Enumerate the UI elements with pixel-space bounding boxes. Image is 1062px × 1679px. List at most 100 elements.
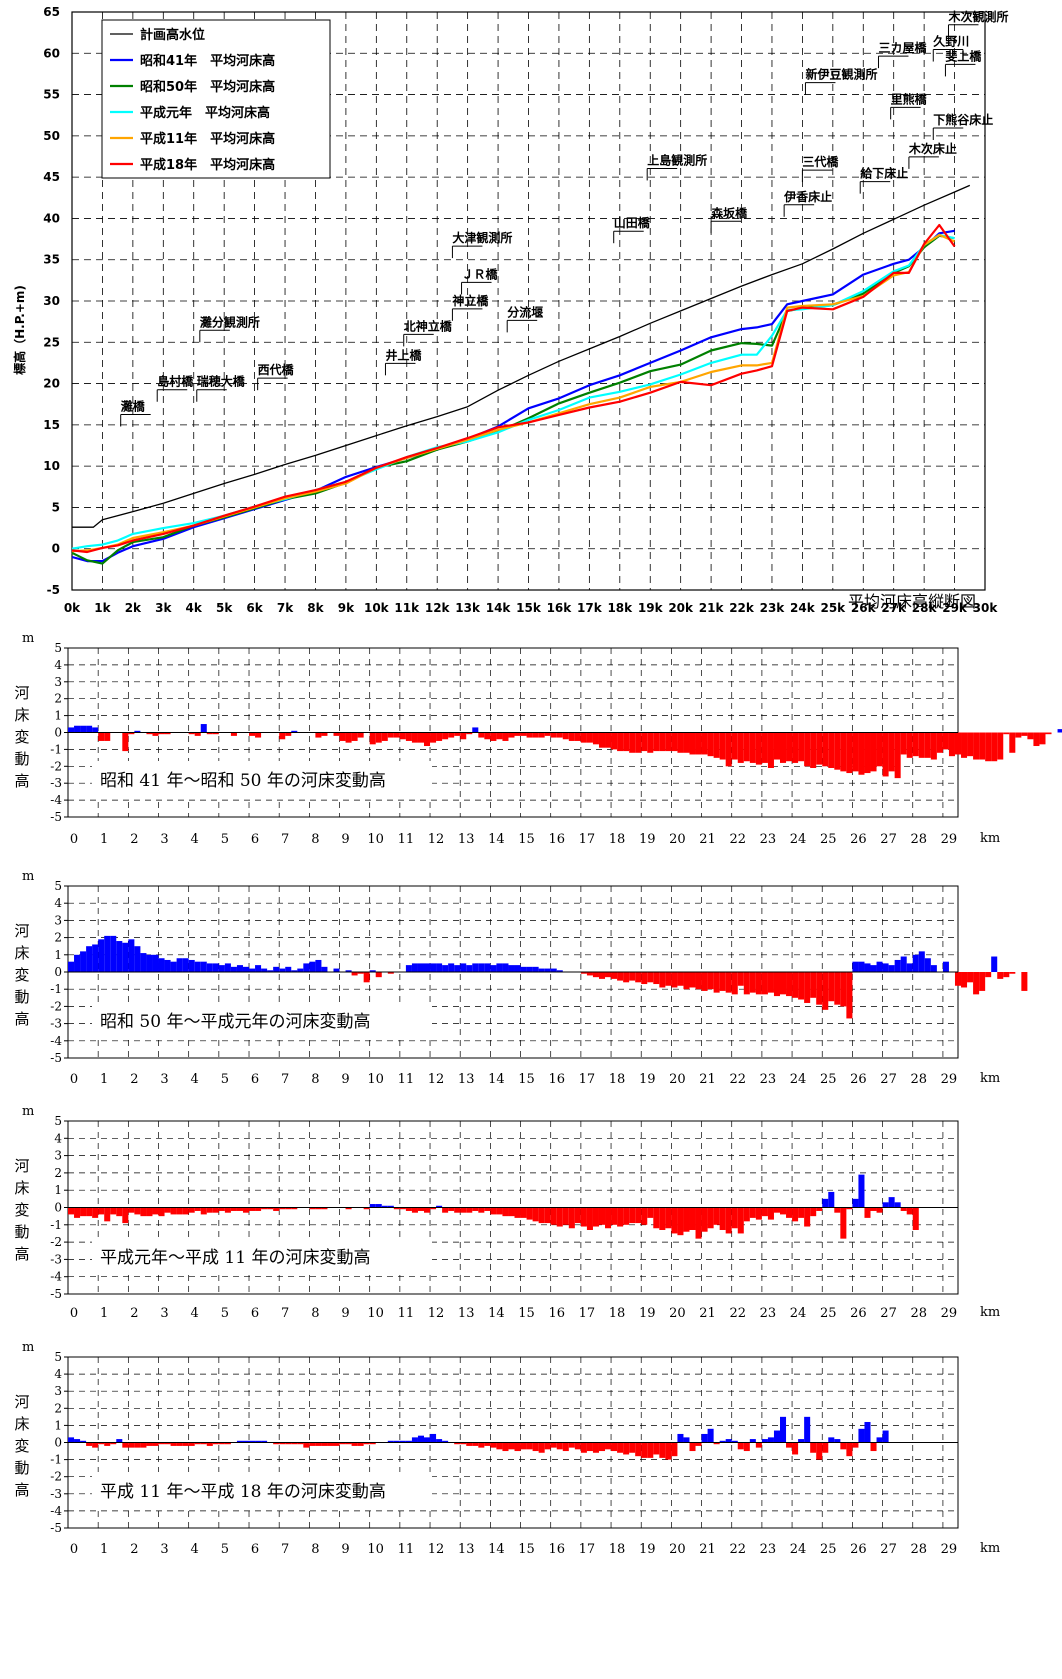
main-x-tick-label: 7k bbox=[277, 601, 294, 615]
annotation-label: 灘分観測所 bbox=[200, 314, 260, 329]
bar-unit-label: m bbox=[22, 1340, 34, 1355]
bar-mark bbox=[164, 1207, 171, 1213]
bar-x-tick-label: 1 bbox=[100, 832, 108, 847]
main-y-tick-label: 60 bbox=[43, 46, 60, 60]
bar-x-tick-label: 24 bbox=[790, 832, 807, 847]
bar-title-background bbox=[92, 761, 432, 797]
bar-mark bbox=[780, 732, 787, 763]
bar-y-tick-label: -2 bbox=[50, 759, 62, 773]
bar-mark bbox=[104, 1442, 111, 1446]
bar-mark bbox=[448, 963, 455, 972]
bar-mark bbox=[80, 1207, 87, 1217]
main-y-tick-label: 40 bbox=[43, 211, 60, 225]
bar-mark bbox=[152, 1442, 159, 1446]
bar-mark bbox=[858, 1428, 865, 1443]
bar-mark bbox=[876, 1207, 883, 1213]
bar-mark bbox=[206, 1207, 213, 1213]
bar-mark bbox=[74, 725, 81, 733]
bar-y-axis-label-char: 高 bbox=[14, 1245, 29, 1263]
main-x-tick-label: 28k bbox=[912, 601, 938, 615]
bar-mark bbox=[707, 732, 714, 757]
bar-panel-title: 平成元年～平成 11 年の河床変動高 bbox=[100, 1248, 370, 1268]
bar-mark bbox=[538, 1207, 545, 1224]
bar-mark bbox=[212, 963, 219, 972]
bar-mark bbox=[188, 732, 195, 735]
bar-mark bbox=[840, 1442, 847, 1450]
bar-y-tick-label: -1 bbox=[50, 1453, 62, 1467]
bar-mark bbox=[840, 1207, 847, 1239]
bar-mark bbox=[635, 1207, 642, 1224]
main-x-tick-label: 10k bbox=[364, 601, 390, 615]
bar-mark bbox=[218, 965, 225, 972]
bar-x-tick-label: 29 bbox=[941, 1306, 958, 1321]
bar-y-tick-label: -3 bbox=[50, 1487, 62, 1501]
bar-x-tick-label: 23 bbox=[760, 1072, 777, 1087]
bar-mark bbox=[436, 963, 443, 972]
main-y-tick-label: 30 bbox=[43, 294, 60, 308]
bar-mark bbox=[279, 732, 286, 740]
bar-y-tick-label: 3 bbox=[54, 1149, 62, 1163]
bar-mark bbox=[520, 966, 527, 972]
bar-mark bbox=[695, 1207, 702, 1239]
bar-x-tick-label: 15 bbox=[518, 1306, 535, 1321]
bar-mark bbox=[713, 1442, 720, 1445]
bar-x-tick-label: 22 bbox=[729, 1542, 746, 1557]
bar-mark bbox=[623, 1207, 630, 1225]
bar-mark bbox=[436, 732, 443, 741]
bar-mark bbox=[924, 958, 931, 972]
bar-y-axis-label-char: 変 bbox=[14, 966, 29, 984]
bar-mark bbox=[309, 961, 316, 972]
bar-mark bbox=[954, 972, 962, 986]
bar-mark bbox=[472, 1207, 479, 1211]
bar-mark bbox=[134, 730, 141, 733]
bar-y-tick-label: 2 bbox=[54, 931, 62, 945]
bar-unit-label: m bbox=[22, 1104, 34, 1119]
bar-mark bbox=[496, 963, 503, 972]
bar-mark bbox=[737, 1207, 744, 1234]
bar-mark bbox=[761, 1207, 768, 1217]
bar-mark bbox=[140, 1207, 147, 1217]
bar-mark bbox=[870, 1207, 877, 1211]
bar-mark bbox=[333, 968, 340, 972]
bar-x-tick-label: 7 bbox=[281, 1072, 289, 1087]
bar-x-tick-label: 2 bbox=[130, 1072, 138, 1087]
bar-mark bbox=[387, 1440, 394, 1443]
bar-x-tick-label: 15 bbox=[518, 1542, 535, 1557]
legend-box bbox=[101, 19, 331, 179]
bar-mark bbox=[936, 732, 943, 753]
bar-x-tick-label: 11 bbox=[398, 1306, 415, 1321]
bar-mark bbox=[592, 1207, 599, 1227]
annotation-label: 下熊谷床止 bbox=[933, 112, 993, 127]
bar-mark bbox=[387, 972, 394, 974]
bar-panel-title: 昭和 50 年～平成元年の河床変動高 bbox=[100, 1012, 370, 1032]
bar-mark bbox=[773, 732, 780, 760]
bar-mark bbox=[285, 1207, 292, 1210]
bar-mark bbox=[405, 732, 412, 741]
bar-y-tick-label: 1 bbox=[54, 1183, 62, 1197]
bar-mark bbox=[375, 972, 382, 978]
main-longitudinal-chart: 0k 1k 2k 3k 4k 5k 6k 7k 8k 9k 10k 11k 12k 13k 14k 15k 16… bbox=[12, 5, 1008, 615]
bar-y-axis-label-char: 変 bbox=[14, 1437, 29, 1455]
bar-mark bbox=[834, 1439, 841, 1443]
bar-y-tick-label: 3 bbox=[54, 1384, 62, 1398]
bar-mark bbox=[261, 1440, 268, 1443]
bar-x-tick-label: 21 bbox=[699, 832, 716, 847]
main-x-tick-label: 3k bbox=[155, 601, 172, 615]
bar-mark bbox=[430, 732, 437, 743]
bar-x-tick-label: 5 bbox=[221, 1542, 229, 1557]
bar-mark bbox=[598, 1442, 606, 1452]
bar-mark bbox=[417, 1435, 424, 1443]
bar-mark bbox=[888, 732, 895, 772]
bar-x-tick-label: 6 bbox=[251, 832, 259, 847]
bar-mark bbox=[164, 1442, 171, 1445]
bar-x-tick-label: 3 bbox=[160, 1306, 168, 1321]
bar-y-tick-label: 1 bbox=[54, 1418, 62, 1432]
bar-mark bbox=[291, 970, 298, 972]
bar-mark bbox=[671, 1442, 678, 1457]
bar-y-axis-label-char: 河 bbox=[14, 922, 29, 940]
bar-mark bbox=[146, 1442, 153, 1446]
bar-mark bbox=[502, 732, 509, 741]
bar-x-tick-label: 14 bbox=[488, 1542, 505, 1557]
bar-mark bbox=[574, 732, 581, 741]
